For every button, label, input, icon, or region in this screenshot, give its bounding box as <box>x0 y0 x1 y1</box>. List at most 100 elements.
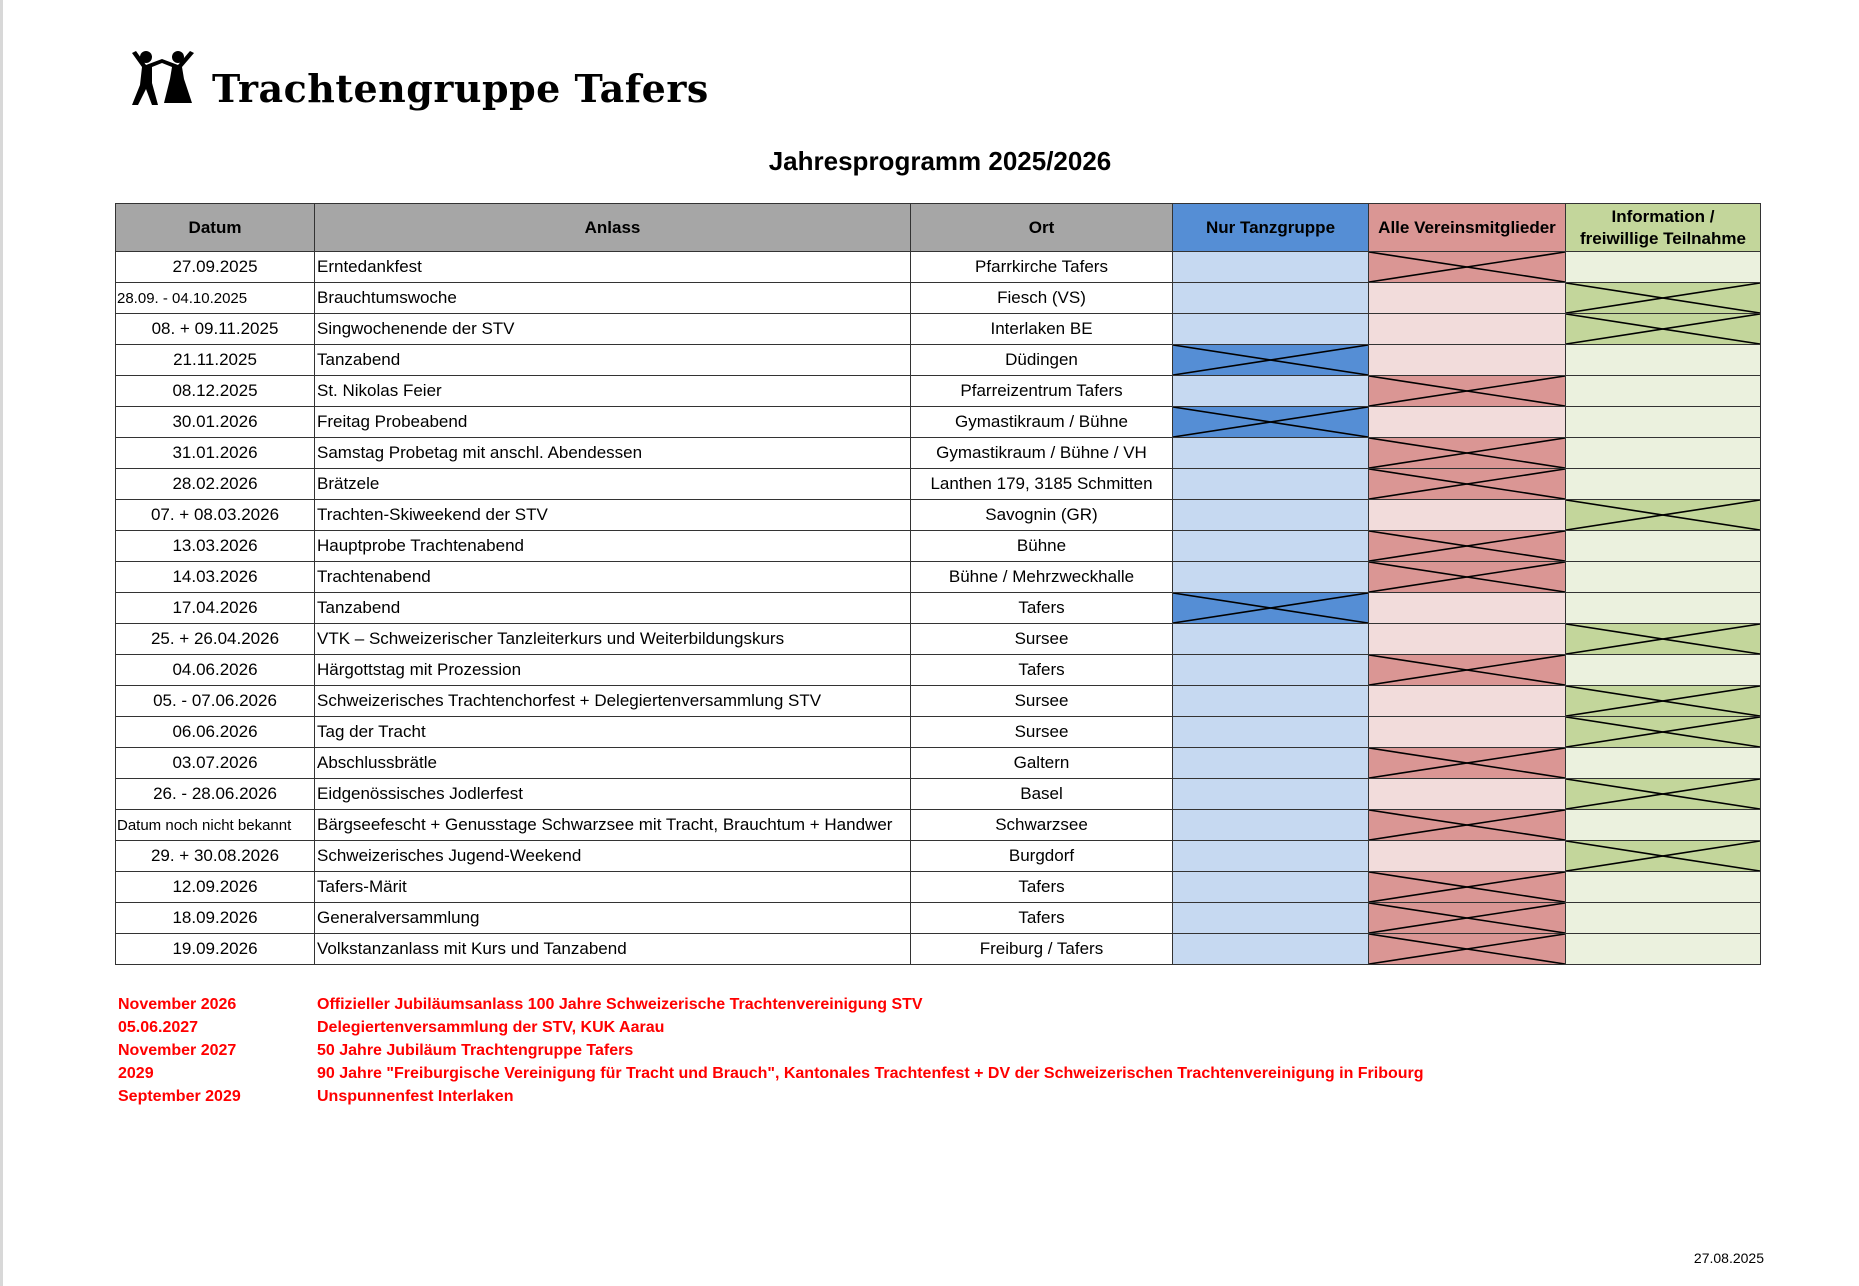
note-item: November 2026 Offizieller Jubiläumsanlass… <box>118 993 1424 1016</box>
table-row: 30.01.2026 Freitag Probeabend Gymastikraum… <box>115 406 1761 438</box>
cell-info <box>1565 468 1761 500</box>
cell-datum: 31.01.2026 <box>115 437 315 469</box>
cross-mark-icon <box>1566 717 1760 747</box>
table-row: 07. + 08.03.2026 Trachten-Skiweekend der … <box>115 499 1761 531</box>
cell-info-marked <box>1565 623 1761 655</box>
cell-tanz <box>1172 902 1369 934</box>
table-row: 05. - 07.06.2026 Schweizerisches Trachten… <box>115 685 1761 717</box>
cell-alle <box>1368 406 1566 438</box>
cell-anlass: Brätzele <box>314 468 911 500</box>
header-datum: Datum <box>115 203 315 252</box>
note-item: 05.06.2027 Delegiertenversammlung der STV… <box>118 1016 1424 1039</box>
cell-anlass: Volkstanzanlass mit Kurs und Tanzabend <box>314 933 911 965</box>
cell-ort: Pfarrkirche Tafers <box>910 251 1173 283</box>
note-item: November 2027 50 Jahre Jubiläum Trachteng… <box>118 1039 1424 1062</box>
cell-anlass: Singwochenende der STV <box>314 313 911 345</box>
cell-datum: 04.06.2026 <box>115 654 315 686</box>
cell-tanz <box>1172 561 1369 593</box>
cell-info <box>1565 871 1761 903</box>
cross-mark-icon <box>1369 934 1565 964</box>
cell-info-marked <box>1565 716 1761 748</box>
cross-mark-icon <box>1566 624 1760 654</box>
cell-datum: 30.01.2026 <box>115 406 315 438</box>
table-row: 21.11.2025 Tanzabend Düdingen <box>115 344 1761 376</box>
table-row: Datum noch nicht bekannt Bärgseefescht + … <box>115 809 1761 841</box>
cell-tanz <box>1172 313 1369 345</box>
cross-mark-icon <box>1566 686 1760 716</box>
cell-info <box>1565 344 1761 376</box>
note-date: November 2027 <box>118 1042 237 1059</box>
cross-mark-icon <box>1369 748 1565 778</box>
cell-tanz-marked <box>1172 406 1369 438</box>
table-row: 12.09.2026 Tafers-Märit Tafers <box>115 871 1761 903</box>
cell-anlass: VTK – Schweizerischer Tanzleiterkurs und… <box>314 623 911 655</box>
cell-info <box>1565 561 1761 593</box>
future-events-notes: November 2026 Offizieller Jubiläumsanlass… <box>118 993 1424 1108</box>
table-row: 13.03.2026 Hauptprobe Trachtenabend Bühne <box>115 530 1761 562</box>
cell-tanz <box>1172 468 1369 500</box>
table-header-row: Datum Anlass Ort Nur Tanzgruppe Alle Ver… <box>115 203 1761 252</box>
cell-info <box>1565 902 1761 934</box>
table-row: 19.09.2026 Volkstanzanlass mit Kurs und T… <box>115 933 1761 965</box>
cell-info <box>1565 592 1761 624</box>
cross-mark-icon <box>1369 469 1565 499</box>
header-information: Information / freiwillige Teilnahme <box>1565 203 1761 252</box>
cell-ort: Sursee <box>910 716 1173 748</box>
cell-ort: Düdingen <box>910 344 1173 376</box>
page-title: Jahresprogramm 2025/2026 <box>768 146 1112 176</box>
cell-alle <box>1368 778 1566 810</box>
cell-alle-marked <box>1368 809 1566 841</box>
cell-anlass: Tanzabend <box>314 592 911 624</box>
cell-datum: 03.07.2026 <box>115 747 315 779</box>
cell-ort: Tafers <box>910 902 1173 934</box>
cell-tanz <box>1172 251 1369 283</box>
cell-ort: Burgdorf <box>910 840 1173 872</box>
cross-mark-icon <box>1566 779 1760 809</box>
page-edge <box>0 0 3 1286</box>
note-date: 2029 <box>118 1065 154 1082</box>
cell-anlass: Erntedankfest <box>314 251 911 283</box>
cell-alle-marked <box>1368 251 1566 283</box>
table-row: 27.09.2025 Erntedankfest Pfarrkirche Tafer… <box>115 251 1761 283</box>
cell-ort: Sursee <box>910 685 1173 717</box>
cell-datum: 08. + 09.11.2025 <box>115 313 315 345</box>
table-row: 03.07.2026 Abschlussbrätle Galtern <box>115 747 1761 779</box>
cell-datum: 28.09. - 04.10.2025 <box>115 282 315 314</box>
table-row: 08.12.2025 St. Nikolas Feier Pfarreizentru… <box>115 375 1761 407</box>
cell-alle-marked <box>1368 375 1566 407</box>
cell-tanz <box>1172 623 1369 655</box>
table-row: 25. + 26.04.2026 VTK – Schweizerischer Ta… <box>115 623 1761 655</box>
program-table: Datum Anlass Ort Nur Tanzgruppe Alle Ver… <box>115 203 1761 965</box>
cell-ort: Sursee <box>910 623 1173 655</box>
note-date: September 2029 <box>118 1088 241 1105</box>
cross-mark-icon <box>1369 376 1565 406</box>
table-row: 04.06.2026 Härgottstag mit Prozession Tafe… <box>115 654 1761 686</box>
cell-datum: 29. + 30.08.2026 <box>115 840 315 872</box>
cell-ort: Freiburg / Tafers <box>910 933 1173 965</box>
note-text: 50 Jahre Jubiläum Trachtengruppe Tafers <box>317 1042 634 1059</box>
cell-tanz <box>1172 809 1369 841</box>
cell-alle <box>1368 716 1566 748</box>
cell-alle-marked <box>1368 561 1566 593</box>
cell-tanz <box>1172 654 1369 686</box>
cell-anlass: Freitag Probeabend <box>314 406 911 438</box>
cell-anlass: Hauptprobe Trachtenabend <box>314 530 911 562</box>
cell-datum: 14.03.2026 <box>115 561 315 593</box>
cell-alle-marked <box>1368 933 1566 965</box>
cell-ort: Tafers <box>910 592 1173 624</box>
cell-info-marked <box>1565 282 1761 314</box>
cell-info <box>1565 530 1761 562</box>
cell-info <box>1565 809 1761 841</box>
cell-ort: Fiesch (VS) <box>910 282 1173 314</box>
cell-ort: Tafers <box>910 654 1173 686</box>
cross-mark-icon <box>1369 903 1565 933</box>
cell-anlass: St. Nikolas Feier <box>314 375 911 407</box>
cell-tanz <box>1172 747 1369 779</box>
table-row: 29. + 30.08.2026 Schweizerisches Jugend-W… <box>115 840 1761 872</box>
cell-info-marked <box>1565 685 1761 717</box>
cell-alle-marked <box>1368 530 1566 562</box>
cell-info-marked <box>1565 840 1761 872</box>
cell-alle-marked <box>1368 902 1566 934</box>
cell-datum: 17.04.2026 <box>115 592 315 624</box>
cell-tanz <box>1172 499 1369 531</box>
